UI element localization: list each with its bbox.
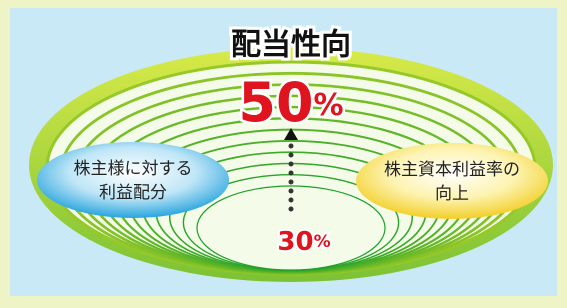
title: 配当性向 — [231, 28, 351, 63]
left-bubble-line: 利益配分 — [99, 183, 167, 203]
top-unit: % — [314, 88, 344, 123]
right-bubble-line: 向上 — [435, 184, 469, 204]
top-number: 50 — [238, 71, 313, 134]
right-bubble — [356, 143, 548, 219]
bottom-number: 30 — [277, 227, 313, 257]
right-bubble-line: 株主資本利益率の — [384, 160, 520, 180]
bottom-unit: % — [314, 232, 331, 252]
diagram: 配当性向 50% 30% 株主様に対する 利益配分 株主資本利益率の 向上 — [0, 0, 567, 308]
left-bubble — [37, 142, 229, 218]
left-bubble-line: 株主様に対する — [74, 159, 193, 179]
